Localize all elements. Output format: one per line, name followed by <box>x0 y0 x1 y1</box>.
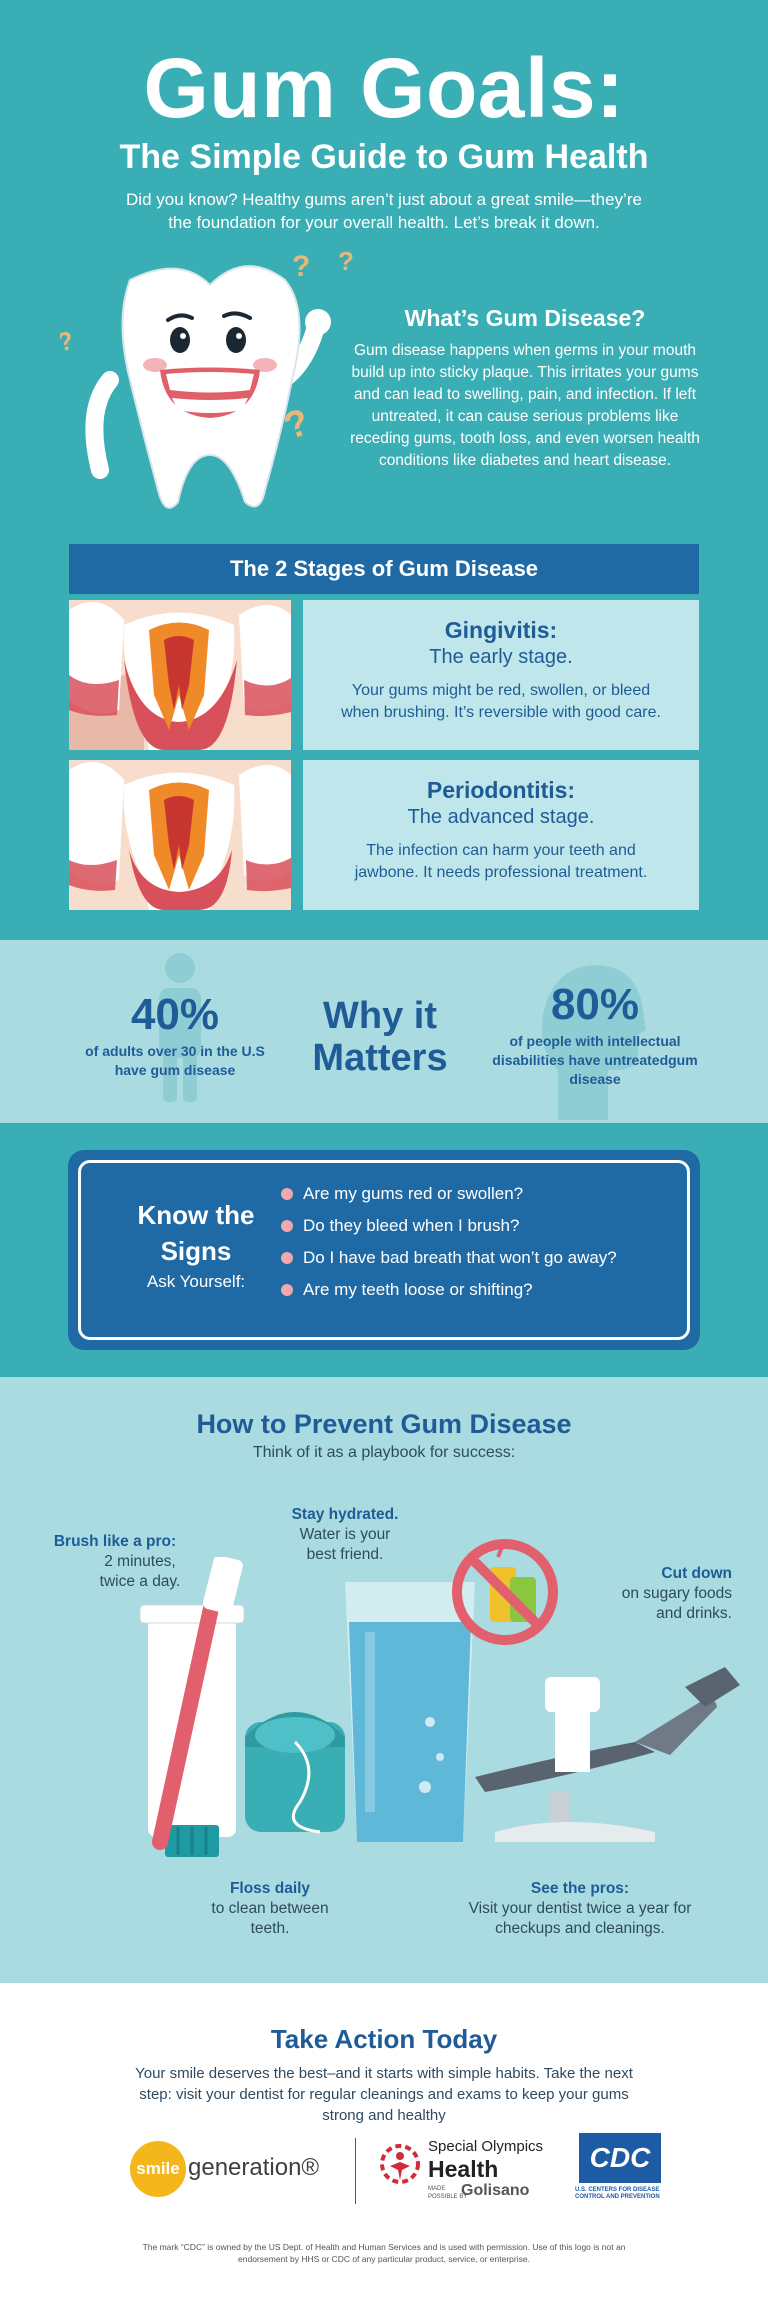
why-it-matters-title: Why it Matters <box>312 995 448 1079</box>
no-sugar-icon <box>452 1539 558 1645</box>
bullet-dot-icon <box>281 1284 293 1296</box>
gum-disease-heading: What’s Gum Disease? <box>404 305 646 331</box>
stage-subtitle: The early stage. <box>429 646 573 668</box>
take-action-text: Your smile deserves the best–and it star… <box>135 2065 633 2124</box>
stat-adults-label: of adults over 30 in the U.S have gum di… <box>85 1043 265 1078</box>
prevention-subtitle: Think of it as a playbook for success: <box>252 1444 516 1461</box>
gingivitis-illustration <box>69 600 291 750</box>
bullet-dot-icon <box>281 1252 293 1264</box>
stage-description: The infection can harm your teeth and ja… <box>354 842 648 881</box>
signs-inner-frame: Know the Signs Ask Yourself: Are my gums… <box>78 1160 690 1340</box>
why-it-matters-section: 40% of adults over 30 in the U.S have gu… <box>0 940 768 1123</box>
page-title: Gum Goals: <box>143 41 625 135</box>
signs-ask-label: Ask Yourself: <box>146 1272 246 1291</box>
tip-see-pros: See the pros: Visit your dentist twice a… <box>468 1880 692 1937</box>
prevention-title: How to Prevent Gum Disease <box>196 1409 572 1439</box>
bullet-dot-icon <box>281 1220 293 1232</box>
dental-chair-illustration <box>475 1667 740 1842</box>
bullet-dot-icon <box>281 1188 293 1200</box>
head-silhouette-icon <box>542 965 646 1120</box>
page-subtitle: The Simple Guide to Gum Health <box>119 138 649 176</box>
periodontitis-illustration <box>69 760 291 910</box>
stage-subtitle: The advanced stage. <box>407 806 595 828</box>
intro-text: Did you know? Healthy gums aren’t just a… <box>126 190 642 232</box>
stage-title: Periodontitis: <box>426 777 576 803</box>
tip-floss: Floss daily to clean between teeth. <box>211 1880 329 1937</box>
cdc-disclaimer: The mark “CDC” is owned by the US Dept. … <box>142 2242 626 2264</box>
tip-cutdown: Cut down on sugary foods and drinks. <box>621 1565 732 1622</box>
signs-box: Know the Signs Ask Yourself: Are my gums… <box>68 1150 700 1350</box>
svg-text:?: ? <box>60 325 77 358</box>
cdc-logo: CDC U.S. CENTERS FOR DISEASE CONTROL AND… <box>575 2133 665 2213</box>
stat-disabilities-label: of people with intellectual disabilities… <box>492 1033 698 1087</box>
signs-title: Know the Signs <box>137 1200 255 1266</box>
prevention-section: How to Prevent Gum Disease Think of it a… <box>0 1377 768 1983</box>
tip-hydrate: Stay hydrated. Water is your best friend… <box>291 1506 399 1563</box>
tip-brush: Brush like a pro: 2 minutes, twice a day… <box>53 1533 181 1590</box>
stage-card-periodontitis: Periodontitis: The advanced stage. The i… <box>303 760 699 910</box>
know-the-signs-section: Know the Signs Ask Yourself: Are my gums… <box>0 1123 768 1377</box>
svg-text:?: ? <box>292 250 310 283</box>
person-icon <box>159 953 201 1102</box>
sign-item: Do they bleed when I brush? <box>281 1215 693 1237</box>
sign-item: Are my teeth loose or shifting? <box>281 1279 693 1301</box>
svg-text:?: ? <box>338 246 354 276</box>
stage-card-gingivitis: Gingivitis: The early stage. Your gums m… <box>303 600 699 750</box>
stage-title: Gingivitis: <box>444 617 558 643</box>
sign-item: Do I have bad breath that won’t go away? <box>281 1247 693 1269</box>
floss-container-illustration <box>245 1712 345 1834</box>
special-olympics-health-logo: Special Olympics Health MADE POSSIBLE BY… <box>378 2138 558 2204</box>
special-olympics-emblem-icon <box>380 2144 420 2184</box>
take-action-title: Take Action Today <box>270 2024 498 2054</box>
smile-generation-logo: smile generation® <box>130 2141 350 2197</box>
stat-adults-value: 40% <box>130 990 220 1039</box>
tooth-mascot-illustration: ? ? ? ? <box>54 240 360 530</box>
stages-header: The 2 Stages of Gum Disease <box>69 544 699 594</box>
stat-disabilities-value: 80% <box>550 980 640 1029</box>
hero-section: Gum Goals: The Simple Guide to Gum Healt… <box>0 0 768 940</box>
stage-description: Your gums might be red, swollen, or blee… <box>341 682 661 721</box>
sign-item: Are my gums red or swollen? <box>281 1183 693 1205</box>
footer-section: Take Action Today Your smile deserves th… <box>0 1983 768 2304</box>
toothpaste-toothbrush-illustration <box>139 1557 245 1857</box>
gum-disease-description: Gum disease happens when germs in your m… <box>350 342 700 469</box>
logo-divider <box>355 2138 356 2204</box>
water-glass-illustration <box>345 1582 475 1842</box>
